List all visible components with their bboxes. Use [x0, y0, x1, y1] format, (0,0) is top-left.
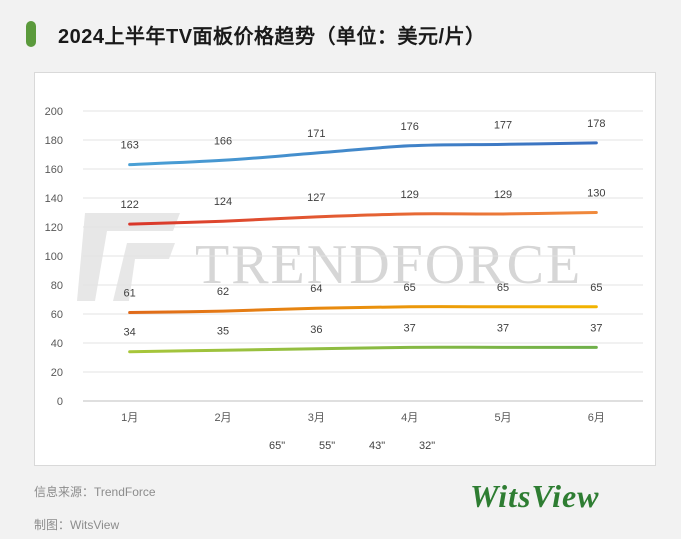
watermark-text: TRENDFORCE [195, 234, 582, 296]
data-label: 127 [307, 192, 325, 204]
y-tick-label: 180 [45, 135, 63, 147]
trendforce-watermark: TRENDFORCE [77, 213, 582, 301]
legend-label: 55" [319, 440, 335, 452]
data-label: 37 [590, 322, 602, 334]
data-label: 163 [120, 140, 138, 152]
x-tick-label: 6月 [588, 412, 605, 424]
data-label: 177 [494, 119, 512, 131]
legend-label: 43" [369, 440, 385, 452]
trendforce-logo-icon [77, 213, 180, 301]
y-axis-ticks: 0 20 40 60 80 100 120 140 160 180 200 [45, 106, 63, 408]
y-tick-label: 160 [45, 164, 63, 176]
y-tick-label: 140 [45, 193, 63, 205]
y-tick-label: 100 [45, 251, 63, 263]
legend[interactable]: 65" 55" 43" 32" [245, 440, 435, 452]
gridlines [83, 110, 643, 402]
data-label: 171 [307, 128, 325, 140]
series-line-0 [128, 141, 598, 167]
line-chart: TRENDFORCE 0 20 40 60 80 100 120 140 160 180 200 1… [45, 106, 643, 452]
data-label: 65 [497, 282, 509, 294]
data-label: 129 [494, 189, 512, 201]
x-axis-ticks: 1月 2月 3月 4月 5月 6月 [121, 412, 605, 424]
x-tick-label: 1月 [121, 412, 138, 424]
series-line-2 [128, 305, 598, 315]
data-label: 65 [404, 282, 416, 294]
data-label: 129 [400, 189, 418, 201]
data-label: 130 [587, 188, 605, 200]
data-label: 166 [214, 135, 232, 147]
footer-source: 信息来源：TrendForce [34, 485, 156, 499]
data-label: 34 [124, 327, 136, 339]
data-label: 37 [497, 322, 509, 334]
chart-area: TRENDFORCE 0 20 40 60 80 100 120 140 160 180 200 1… [34, 72, 656, 466]
series-line-3 [128, 345, 598, 354]
data-label: 61 [124, 288, 136, 300]
series-line-1 [128, 211, 598, 226]
legend-label: 65" [269, 440, 285, 452]
data-label: 65 [590, 282, 602, 294]
x-tick-label: 2月 [214, 412, 231, 424]
y-tick-label: 60 [51, 309, 63, 321]
legend-label: 32" [419, 440, 435, 452]
chart-title: 2024上半年TV面板价格趋势（单位：美元/片） [58, 25, 486, 48]
data-label: 35 [217, 325, 229, 337]
footer-made-by: 制图：WitsView [34, 518, 120, 532]
title-bar: 2024上半年TV面板价格趋势（单位：美元/片） [26, 20, 486, 48]
title-accent-bar [26, 21, 36, 47]
data-label: 124 [214, 196, 232, 208]
data-label: 176 [400, 121, 418, 133]
data-label: 37 [404, 322, 416, 334]
x-tick-label: 5月 [494, 412, 511, 424]
data-labels: 163 166 171 176 177 178 122 124 127 129 129 130 61 62… [120, 118, 605, 339]
y-tick-label: 80 [51, 280, 63, 292]
y-tick-label: 120 [45, 222, 63, 234]
witsview-logo: WitsView [470, 478, 600, 514]
series-lines [128, 141, 598, 354]
data-label: 62 [217, 286, 229, 298]
y-tick-label: 40 [51, 338, 63, 350]
y-tick-label: 200 [45, 106, 63, 118]
x-tick-label: 3月 [308, 412, 325, 424]
data-label: 64 [310, 283, 322, 295]
y-tick-label: 20 [51, 367, 63, 379]
x-tick-label: 4月 [401, 412, 418, 424]
data-label: 122 [120, 199, 138, 211]
y-tick-label: 0 [57, 396, 63, 408]
data-label: 178 [587, 118, 605, 130]
data-label: 36 [310, 324, 322, 336]
